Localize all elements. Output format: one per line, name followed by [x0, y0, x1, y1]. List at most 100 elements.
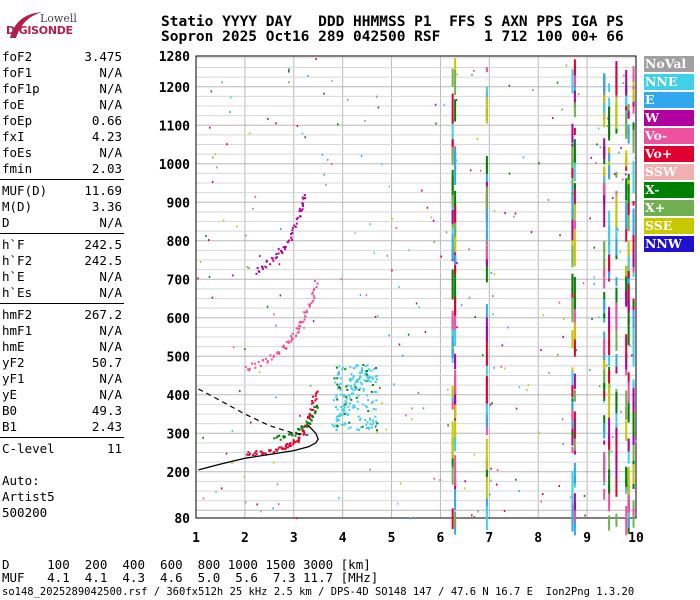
- spread-f-point: [332, 399, 335, 402]
- echo-point: [298, 210, 301, 213]
- echo-point: [281, 250, 284, 253]
- noise-point: [598, 316, 600, 319]
- param-name: hmF1: [2, 323, 33, 338]
- echo-point: [291, 229, 294, 232]
- echo-point: [248, 367, 251, 370]
- noise-point: [309, 384, 312, 387]
- noise-point: [232, 274, 234, 277]
- noise-point: [391, 269, 393, 272]
- echo-point: [369, 380, 372, 383]
- spread-f-point: [344, 403, 347, 406]
- spread-f-point: [336, 373, 339, 376]
- noise-point: [407, 333, 410, 336]
- noise-point: [285, 347, 288, 350]
- echo-point: [344, 400, 347, 403]
- echo-point: [361, 369, 364, 372]
- echo-point: [291, 332, 294, 335]
- echo-point: [254, 454, 257, 457]
- noise-point: [500, 365, 503, 368]
- spread-f-point: [345, 395, 348, 398]
- legend-item-nnw: NNW: [644, 236, 694, 252]
- echo-point: [297, 436, 300, 439]
- spread-f-point: [335, 428, 338, 431]
- param-name: B1: [2, 419, 18, 434]
- y-tick-label: 800: [167, 235, 191, 250]
- echo-point: [250, 362, 253, 365]
- noise-point: [595, 162, 597, 165]
- spread-f-point: [340, 423, 343, 426]
- noise-point: [202, 436, 204, 439]
- echo-point: [345, 397, 348, 400]
- noise-point: [301, 132, 304, 135]
- param-name: fmin: [2, 161, 33, 176]
- echo-point: [254, 362, 257, 365]
- echo-point: [264, 452, 267, 455]
- noise-point: [275, 396, 277, 399]
- noise-point: [629, 344, 631, 347]
- noise-point: [603, 481, 605, 484]
- echo-point: [259, 450, 262, 453]
- echo-point: [272, 259, 275, 262]
- param-row-fxi: fxI 4.23: [2, 129, 122, 145]
- echo-point: [282, 436, 285, 439]
- echo-point: [287, 340, 290, 343]
- noise-point: [486, 244, 489, 247]
- spread-f-point: [352, 392, 355, 395]
- noise-point: [315, 58, 317, 61]
- noise-point: [385, 428, 388, 431]
- echo-point: [364, 370, 367, 373]
- param-name: foEp: [2, 113, 33, 128]
- noise-point: [254, 195, 257, 198]
- echo-point: [335, 418, 338, 421]
- noise-point: [460, 304, 463, 307]
- param-row-yf1: yF1 N/A: [2, 371, 122, 387]
- noise-point: [597, 127, 600, 130]
- spread-f-point: [339, 414, 342, 417]
- noise-point: [248, 132, 251, 135]
- echo-point: [312, 294, 315, 297]
- param-name: hmF2: [2, 307, 33, 322]
- echo-point: [258, 270, 261, 273]
- noise-point: [360, 155, 363, 158]
- echo-point: [278, 446, 281, 449]
- param-value: N/A: [99, 339, 122, 354]
- noise-point: [433, 477, 436, 480]
- echo-point: [339, 412, 342, 415]
- spread-f-point: [372, 400, 375, 403]
- param-name: foF1p: [2, 81, 40, 96]
- noise-point: [244, 348, 246, 351]
- echo-point: [358, 378, 361, 381]
- echo-point: [367, 377, 370, 380]
- param-row-clevel: C-level 11: [2, 441, 122, 457]
- echo-point: [265, 266, 268, 269]
- param-name: h`F2: [2, 253, 33, 268]
- noise-point: [230, 96, 232, 99]
- echo-point: [283, 435, 286, 438]
- echo-point: [256, 266, 259, 269]
- noise-point: [492, 313, 494, 316]
- noise-point: [211, 180, 214, 183]
- noise-point: [231, 430, 234, 433]
- echo-point: [284, 448, 287, 451]
- noise-point: [607, 117, 609, 120]
- echo-point: [348, 393, 351, 396]
- echo-point: [282, 246, 285, 249]
- echo-point: [261, 452, 264, 455]
- noise-point: [477, 510, 479, 513]
- noise-point: [354, 232, 356, 235]
- echo-point: [295, 334, 298, 337]
- spread-f-point: [351, 377, 354, 380]
- echo-point: [306, 423, 309, 426]
- echo-point: [255, 450, 258, 453]
- spread-f-point: [360, 383, 363, 386]
- param-name: foF2: [2, 49, 33, 64]
- spread-f-point: [364, 380, 367, 383]
- spread-f-point: [370, 401, 373, 404]
- noise-point: [231, 462, 233, 465]
- spread-f-point: [356, 428, 359, 431]
- echo-point: [282, 344, 285, 347]
- noise-point: [617, 228, 619, 231]
- param-name: M(D): [2, 199, 33, 214]
- echo-point: [292, 439, 295, 442]
- param-value: 11: [106, 441, 122, 456]
